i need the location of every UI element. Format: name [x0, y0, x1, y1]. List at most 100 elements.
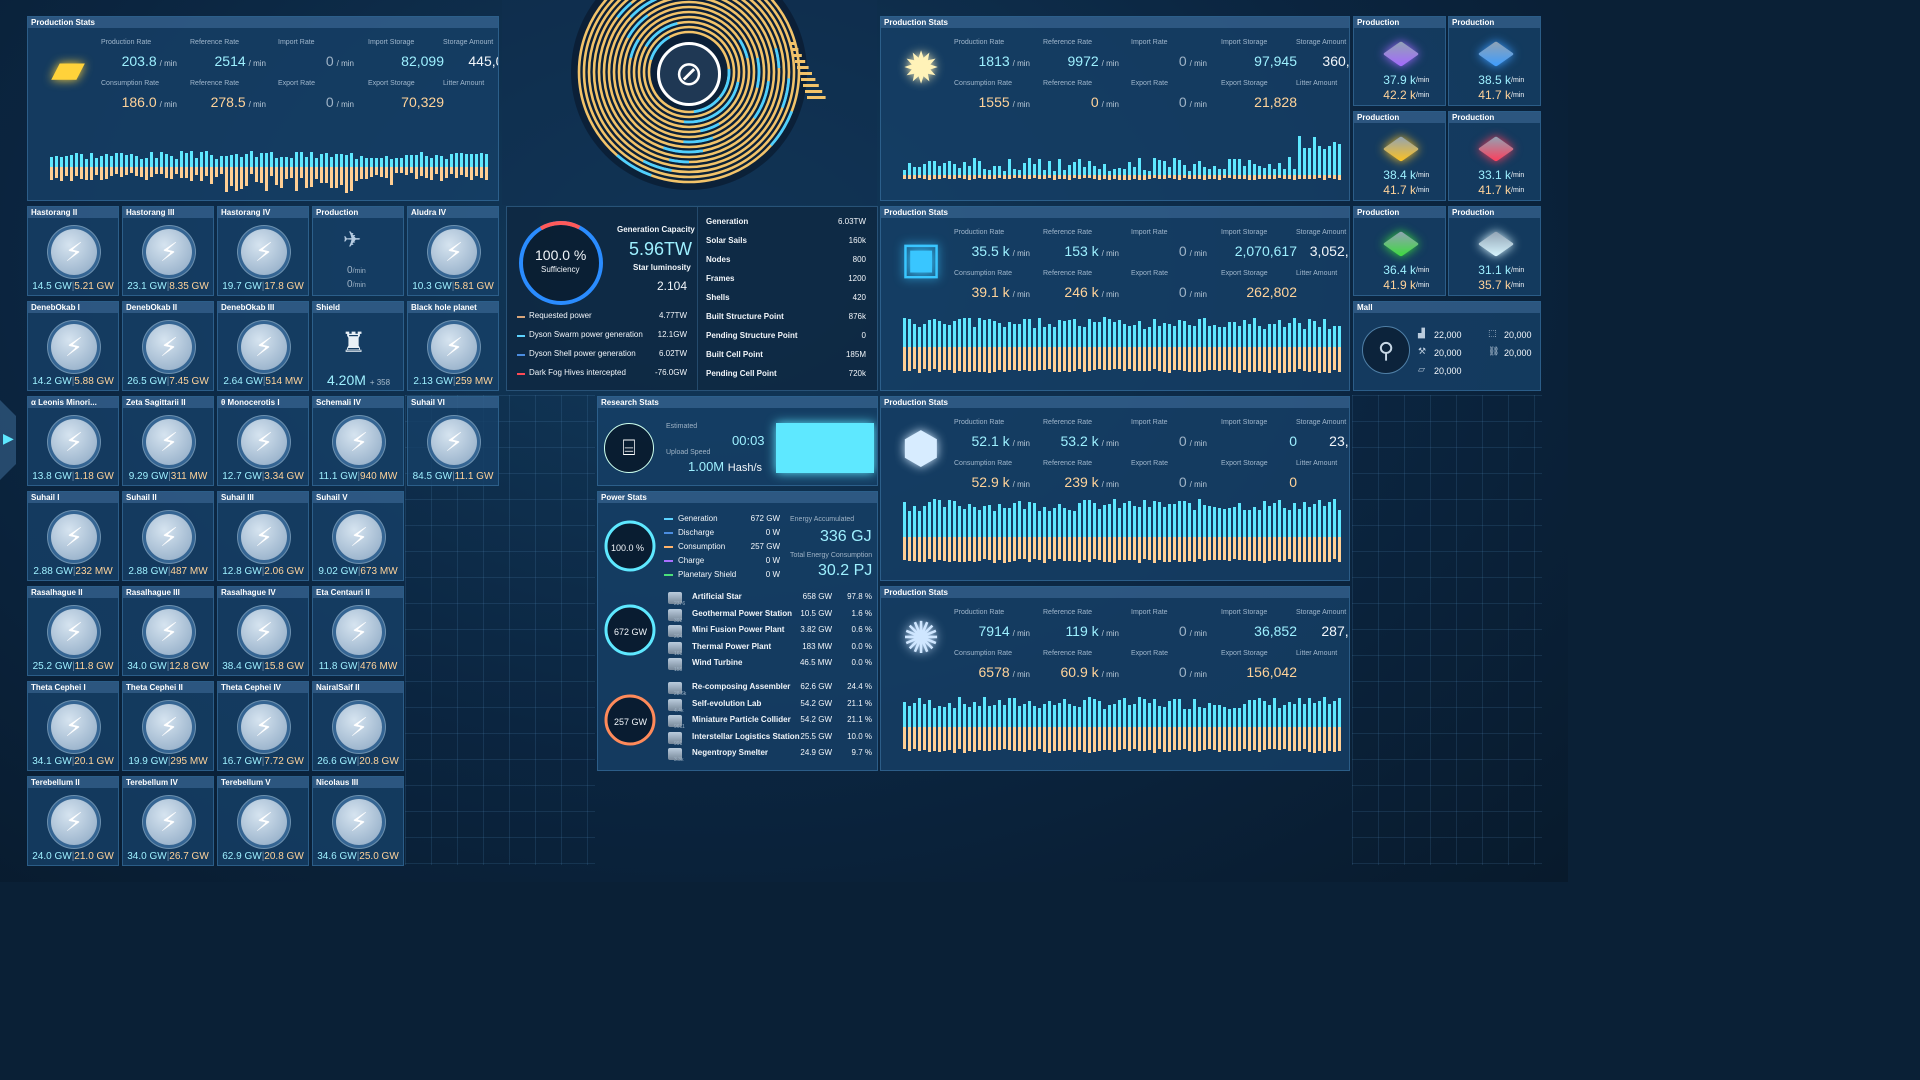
planet-power-cell[interactable]: Rasalhague II ⚡ 25.2 GW|11.8 GW [27, 586, 119, 676]
planet-power-cell[interactable]: NairalSaif II ⚡ 26.6 GW|20.8 GW [312, 681, 404, 771]
planet-power-cell[interactable]: Rasalhague IV ⚡ 38.4 GW|15.8 GW [217, 586, 309, 676]
bar-consume [1198, 727, 1201, 751]
bar-supply [300, 151, 303, 167]
bar-consume [1218, 175, 1221, 180]
bar-supply [988, 169, 991, 175]
mall-item-icon: ⬚ [1488, 328, 1497, 338]
bar-consume [963, 347, 966, 372]
stat-label: Import Rate [278, 39, 315, 46]
planet-power-cell[interactable]: Suhail VI ⚡ 84.5 GW|11.1 GW [407, 396, 499, 486]
bar-supply [908, 162, 911, 175]
bar-supply [1203, 166, 1206, 175]
planet-power-cell[interactable]: Suhail V ⚡ 9.02 GW|673 MW [312, 491, 404, 581]
power-consume: 5.81 GW [454, 281, 494, 292]
planet-power-cell[interactable]: Suhail II ⚡ 2.88 GW|487 MW [122, 491, 214, 581]
bar-supply [55, 155, 58, 167]
planet-power-cell[interactable]: Suhail III ⚡ 12.8 GW|2.06 GW [217, 491, 309, 581]
stat-value: 2,070,617 [1234, 243, 1297, 259]
bar-consume [968, 727, 971, 751]
bar-supply [1293, 704, 1296, 727]
power-gauge: ⚡ [51, 419, 97, 465]
bar-consume [1203, 727, 1206, 751]
planet-power-cell[interactable]: α Leonis Minori... ⚡ 13.8 GW|1.18 GW [27, 396, 119, 486]
planet-power-cell[interactable]: Terebellum V ⚡ 62.9 GW|20.8 GW [217, 776, 309, 866]
planet-power-cell[interactable]: Hastorang IV ⚡ 19.7 GW|17.8 GW [217, 206, 309, 296]
bar-supply [998, 166, 1001, 175]
dyson-stat-value: 720k [848, 369, 866, 378]
power-consume: 20.1 GW [74, 756, 114, 767]
bar-supply [1048, 324, 1051, 347]
bar-supply [1113, 499, 1116, 537]
legend-swatch [517, 335, 525, 337]
bar-consume [1283, 175, 1286, 179]
bar-supply [1168, 700, 1171, 727]
planet-power-cell[interactable]: Schemali IV ⚡ 11.1 GW|940 MW [312, 396, 404, 486]
planet-power-cell[interactable]: Zeta Sagittarii II ⚡ 9.29 GW|311 MW [122, 396, 214, 486]
planet-power-cell[interactable]: Theta Cephei IV ⚡ 16.7 GW|7.72 GW [217, 681, 309, 771]
bar-supply [943, 162, 946, 175]
planet-power-cell[interactable]: Rasalhague III ⚡ 34.0 GW|12.8 GW [122, 586, 214, 676]
mini-production-title: Production [1354, 17, 1445, 28]
bar-supply [1123, 502, 1126, 537]
planet-power-cell[interactable]: Nicolaus III ⚡ 34.6 GW|25.0 GW [312, 776, 404, 866]
bar-consume [1278, 175, 1281, 179]
bar-supply [943, 323, 946, 347]
planet-power-cell[interactable]: Theta Cephei II ⚡ 19.9 GW|295 MW [122, 681, 214, 771]
bar-consume [918, 347, 921, 373]
planet-power-cell[interactable]: Suhail I ⚡ 2.88 GW|232 MW [27, 491, 119, 581]
bar-supply [1143, 169, 1146, 175]
mini-production-title: Production [1449, 17, 1540, 28]
bar-consume [260, 167, 263, 184]
bar-supply [1293, 503, 1296, 537]
bar-supply [1263, 167, 1266, 175]
planet-power-cell[interactable]: Black hole planet ⚡ 2.13 GW|259 MW [407, 301, 499, 391]
research-title: Research Stats [598, 397, 877, 408]
stat-label: Export Storage [1221, 460, 1268, 467]
bar-consume [1053, 175, 1056, 180]
bar-supply [1318, 700, 1321, 727]
bar-supply [175, 158, 178, 167]
bar-consume [220, 167, 223, 174]
planet-power-cell[interactable]: Aludra IV ⚡ 10.3 GW|5.81 GW [407, 206, 499, 296]
bar-consume [978, 175, 981, 178]
stat-label: Storage Amount [1296, 609, 1347, 616]
bar-supply [1153, 158, 1156, 175]
panel-title: Production Stats [28, 17, 498, 28]
stat-label: Litter Amount [1296, 650, 1338, 657]
bar-consume [270, 167, 273, 177]
bar-supply [1188, 170, 1191, 175]
bar-supply [1093, 322, 1096, 347]
planet-power-cell[interactable]: DenebOkab III ⚡ 2.64 GW|514 MW [217, 301, 309, 391]
unit-label: /min [1416, 267, 1430, 274]
planet-power-cell[interactable]: Eta Centauri II ⚡ 11.8 GW|476 MW [312, 586, 404, 676]
bar-supply [1238, 707, 1241, 727]
power-gauge: ⚡ [241, 799, 287, 845]
bar-consume [340, 167, 343, 186]
expand-panel-handle[interactable]: ▶ [0, 400, 16, 480]
power-supply: 34.1 GW [32, 756, 72, 767]
power-values: 62.9 GW|20.8 GW [218, 851, 308, 862]
planet-power-cell[interactable]: Hastorang II ⚡ 14.5 GW|5.21 GW [27, 206, 119, 296]
power-gauge: ⚡ [336, 799, 382, 845]
bar-consume [1273, 347, 1276, 370]
bar-supply [295, 152, 298, 167]
planet-power-cell[interactable]: DenebOkab I ⚡ 14.2 GW|5.88 GW [27, 301, 119, 391]
divider: | [356, 756, 360, 767]
planet-power-cell[interactable]: Theta Cephei I ⚡ 34.1 GW|20.1 GW [27, 681, 119, 771]
bar-supply [1188, 324, 1191, 347]
bar-supply [1158, 160, 1161, 175]
bar-supply [420, 151, 423, 167]
power-consume: 295 MW [170, 756, 208, 767]
bar-supply [1083, 327, 1086, 347]
planet-name: Schemali IV [313, 397, 403, 408]
bar-consume [1018, 175, 1021, 179]
bar-supply [360, 156, 363, 167]
planet-power-cell[interactable]: θ Monocerotis I ⚡ 12.7 GW|3.34 GW [217, 396, 309, 486]
planet-power-cell[interactable]: Terebellum II ⚡ 24.0 GW|21.0 GW [27, 776, 119, 866]
bar-supply [1298, 135, 1301, 175]
bar-consume [1058, 175, 1061, 179]
planet-power-cell[interactable]: Hastorang III ⚡ 23.1 GW|8.35 GW [122, 206, 214, 296]
planet-power-cell[interactable]: DenebOkab II ⚡ 26.5 GW|7.45 GW [122, 301, 214, 391]
bar-consume [1333, 347, 1336, 370]
planet-power-cell[interactable]: Terebellum IV ⚡ 34.0 GW|26.7 GW [122, 776, 214, 866]
